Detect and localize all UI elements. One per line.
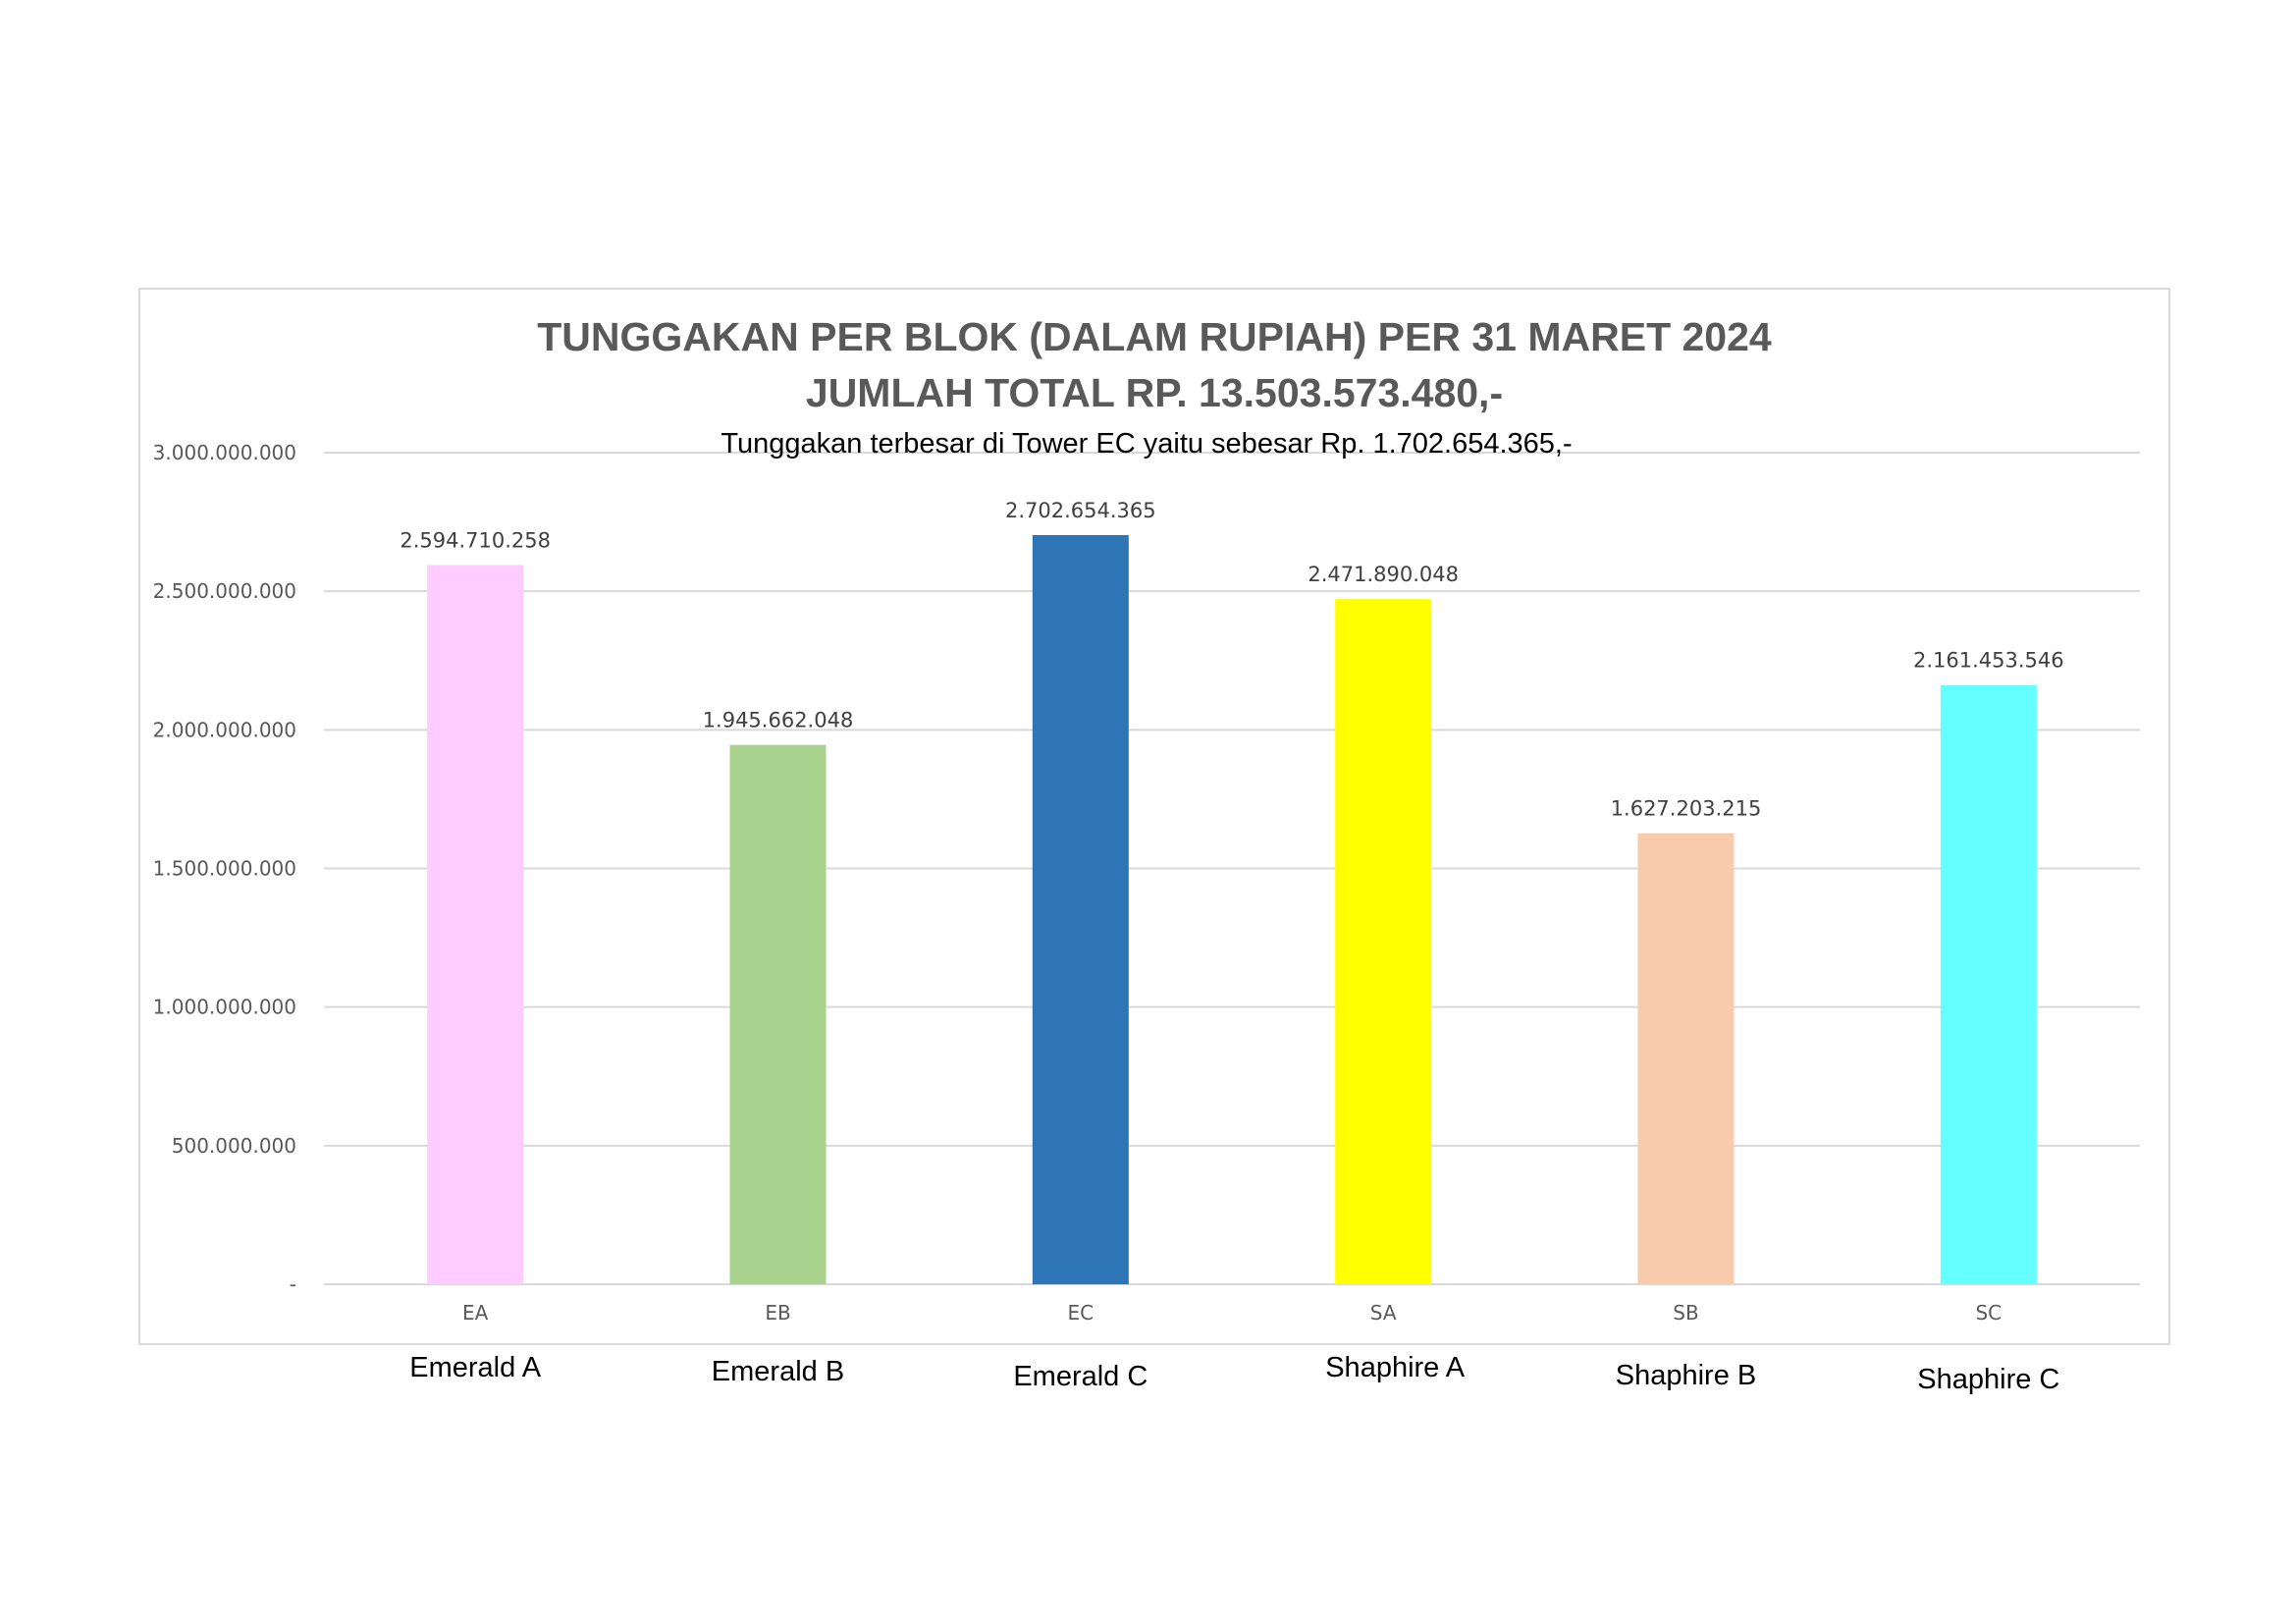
bars (427, 534, 2037, 1284)
bar-sb (1637, 833, 1735, 1284)
bar-sa (1335, 599, 1432, 1284)
x-axis-ticks: EA EB EC SA SB SC (462, 1301, 2002, 1325)
x-tick-label: EA (462, 1301, 489, 1325)
block-name: Shaphire C (1917, 1364, 2059, 1395)
block-names: Emerald A Emerald B Emerald C Shaphire A Sha… (409, 1352, 2059, 1395)
block-name: Emerald C (1013, 1361, 1148, 1392)
block-name: Shaphire B (1616, 1360, 1757, 1391)
data-label: 2.161.453.546 (1913, 649, 2064, 673)
y-tick-label: 1.000.000.000 (153, 996, 296, 1019)
x-tick-label: SC (1975, 1301, 2002, 1325)
bar-ea (427, 565, 524, 1284)
y-tick-label: 2.500.000.000 (153, 579, 296, 603)
block-name: Shaphire A (1325, 1352, 1466, 1383)
y-tick-label: 2.000.000.000 (153, 718, 296, 741)
bar-eb (729, 744, 827, 1284)
bar-ec (1032, 534, 1129, 1284)
data-label: 2.702.654.365 (1005, 499, 1156, 522)
gridlines (324, 452, 2140, 1285)
x-tick-label: SB (1673, 1301, 1698, 1325)
data-label: 2.594.710.258 (400, 528, 551, 552)
block-name: Emerald B (712, 1356, 844, 1387)
x-tick-label: EB (765, 1301, 790, 1325)
x-tick-label: EC (1068, 1301, 1095, 1325)
chart-title: TUNGGAKAN PER BLOK (DALAM RUPIAH) PER 31… (537, 314, 1772, 359)
y-tick-label: 1.500.000.000 (153, 857, 296, 881)
y-tick-label: 3.000.000.000 (153, 441, 296, 464)
data-label: 2.471.890.048 (1308, 563, 1459, 586)
y-tick-label: - (290, 1272, 296, 1296)
chart-title-total: JUMLAH TOTAL RP. 13.503.573.480,- (806, 370, 1503, 415)
y-tick-label: 500.000.000 (172, 1134, 296, 1158)
chart-subtitle: Tunggakan terbesar di Tower EC yaitu seb… (721, 428, 1572, 460)
block-name: Emerald A (409, 1352, 541, 1383)
data-labels: 2.594.710.258 1.945.662.048 2.702.654.365 2… (400, 499, 2063, 821)
y-axis-ticks: - 500.000.000 1.000.000.000 1.500.000.000 2.… (153, 441, 296, 1296)
data-label: 1.945.662.048 (703, 709, 854, 732)
x-tick-label: SA (1370, 1301, 1397, 1325)
bar-sc (1940, 684, 2037, 1284)
data-label: 1.627.203.215 (1611, 797, 1762, 821)
